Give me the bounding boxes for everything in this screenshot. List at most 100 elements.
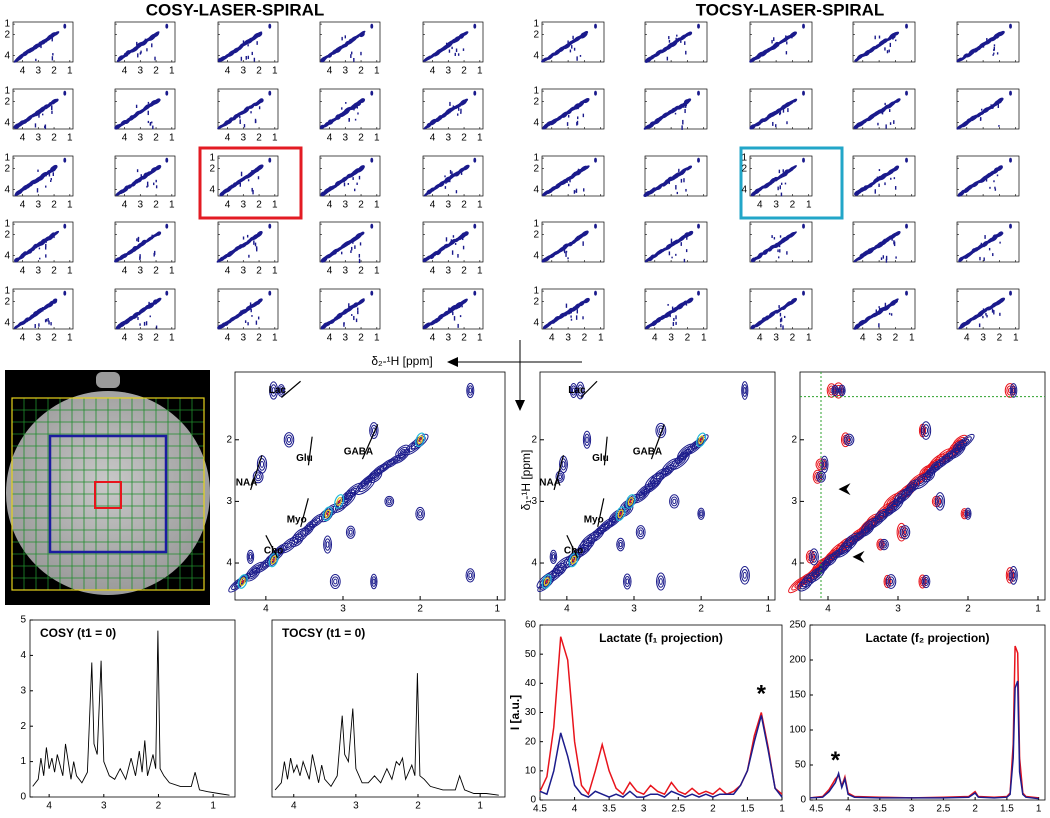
thumbnail-frame — [852, 288, 916, 330]
contour — [921, 574, 931, 589]
contour — [371, 576, 377, 587]
contour — [240, 171, 243, 177]
contour — [239, 182, 241, 187]
x-tick-label: 2 — [51, 200, 57, 211]
x-tick-label: 1 — [909, 333, 915, 344]
thumbnail-frame — [956, 21, 1020, 63]
contour — [983, 243, 985, 248]
y-tick-label: 50 — [795, 760, 807, 771]
contour — [283, 432, 295, 448]
label-arrow — [281, 380, 301, 398]
contour — [637, 527, 645, 538]
contour — [1009, 290, 1012, 296]
contour — [48, 172, 51, 177]
contour — [664, 468, 671, 474]
contour — [257, 316, 260, 320]
contour — [617, 539, 624, 550]
y-tick-label: 2 — [533, 163, 539, 174]
y-tick-label: 2 — [20, 721, 26, 732]
contour — [331, 576, 340, 587]
contour — [675, 253, 677, 256]
x-tick-label: 3 — [35, 133, 41, 144]
contour — [887, 576, 895, 587]
contour — [151, 234, 153, 240]
contour — [256, 31, 263, 36]
contour — [681, 125, 683, 130]
contour — [277, 384, 286, 397]
contour — [140, 50, 142, 54]
contour — [965, 509, 971, 518]
contour — [876, 538, 885, 551]
contour — [979, 256, 981, 261]
y-tick-label: 1 — [4, 153, 10, 164]
contour — [986, 38, 988, 43]
contour — [254, 242, 257, 247]
contour — [370, 223, 374, 229]
contour — [883, 574, 892, 589]
contour — [253, 240, 255, 245]
y-tick-label: 250 — [789, 620, 806, 631]
contour — [466, 382, 475, 399]
contour — [998, 30, 1005, 37]
contour — [563, 249, 566, 253]
contour — [894, 31, 900, 36]
contour — [148, 301, 150, 306]
contour — [347, 527, 355, 537]
contour — [680, 40, 682, 43]
contour — [45, 37, 48, 43]
contour — [541, 574, 552, 589]
plot-frame — [809, 624, 1046, 801]
contour — [817, 566, 825, 573]
thumbnail-frame — [541, 88, 605, 130]
contour — [782, 325, 784, 330]
contour — [351, 314, 353, 316]
x-tick-label: 3 — [35, 200, 41, 211]
contour — [997, 231, 1003, 236]
y-tick-label: 4 — [533, 50, 539, 61]
contour — [246, 234, 249, 238]
contour — [814, 471, 821, 482]
contour — [584, 433, 590, 446]
contour — [239, 116, 241, 119]
contour — [136, 41, 138, 46]
f2-axis-label: δ₂-¹H [ppm] — [371, 354, 432, 368]
contour — [779, 235, 782, 238]
x-tick-label: 1 — [67, 133, 73, 144]
x-tick-label: 4 — [291, 801, 297, 812]
x-tick-label: 3 — [773, 200, 779, 211]
x-tick-label: 2 — [358, 200, 364, 211]
thumbnail — [852, 88, 916, 130]
contour — [457, 113, 459, 116]
x-tick-label: 3 — [137, 200, 143, 211]
contour — [268, 90, 272, 96]
contour — [624, 576, 631, 588]
y-tick-label: 2 — [531, 434, 537, 445]
contour — [575, 381, 585, 400]
contour — [587, 527, 605, 543]
contour — [886, 50, 889, 54]
x-tick-label: 4 — [825, 604, 831, 615]
contour — [812, 469, 823, 484]
x-tick-label: 1 — [272, 333, 278, 344]
contour — [467, 385, 474, 396]
contour — [808, 554, 813, 560]
contour — [577, 105, 579, 110]
contour — [668, 181, 670, 185]
thumbnail-frame — [422, 155, 484, 197]
y-tick-label: 4 — [741, 184, 747, 195]
x-tick-label: 1 — [1035, 604, 1041, 615]
y-tick-label: 10 — [525, 765, 537, 776]
contour — [862, 526, 873, 535]
contour — [962, 438, 970, 445]
contour — [742, 384, 748, 397]
contour — [34, 324, 36, 329]
contour — [627, 496, 634, 506]
contour — [778, 244, 781, 248]
contour — [45, 318, 48, 322]
contour — [933, 463, 940, 469]
contour — [878, 307, 881, 312]
contour — [879, 538, 889, 551]
